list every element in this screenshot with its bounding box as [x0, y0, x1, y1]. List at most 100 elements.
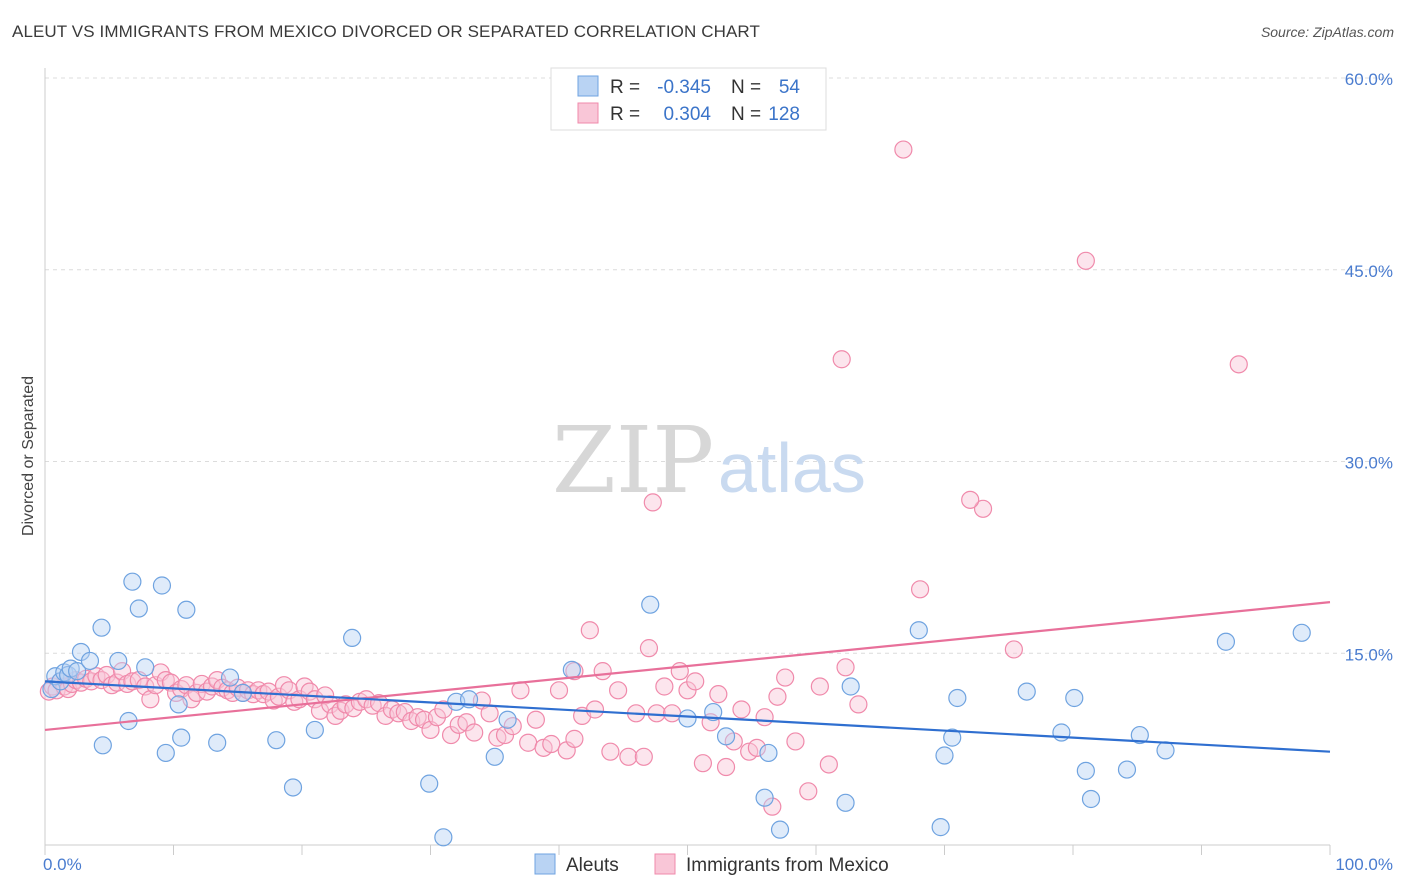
- mexico-point: [161, 673, 181, 692]
- aleut-point: [1156, 741, 1175, 760]
- bottom-legend-aleuts: Aleuts: [566, 855, 619, 876]
- aleut-point: [1076, 761, 1095, 780]
- mexico-point: [755, 708, 774, 727]
- legend-r-label-2: R =: [610, 104, 640, 125]
- aleut-point: [931, 818, 950, 837]
- grid-lines: [45, 77, 1392, 654]
- aleut-point: [498, 710, 517, 729]
- legend-n-value-2: 128: [768, 104, 800, 125]
- y-tick-label: 60.0%: [1345, 70, 1393, 89]
- aleut-point: [1052, 723, 1071, 742]
- mexico-point: [549, 681, 569, 700]
- mexico-point: [647, 704, 666, 723]
- aleut-point: [759, 743, 778, 763]
- source-credit: Source: ZipAtlas.com: [1260, 24, 1394, 40]
- aleut-point: [909, 621, 928, 640]
- aleut-point: [123, 572, 142, 591]
- aleut-point: [434, 828, 453, 847]
- aleut-point: [1117, 760, 1137, 779]
- legend-n-label-1: N =: [731, 77, 761, 98]
- aleut-point: [208, 733, 227, 752]
- legend-swatch-mexico: [577, 102, 599, 124]
- aleut-point: [177, 600, 196, 619]
- aleut-point: [836, 793, 855, 812]
- mexico-point: [799, 782, 818, 801]
- mexico-point: [643, 493, 662, 512]
- chart-title: ALEUT VS IMMIGRANTS FROM MEXICO DIVORCED…: [12, 22, 760, 41]
- y-axis-label: Divorced or Separated: [20, 376, 37, 536]
- aleut-point: [562, 660, 581, 679]
- mexico-point: [326, 706, 345, 725]
- mexico-point: [141, 690, 160, 709]
- aleut-point: [485, 747, 504, 766]
- top-legend: R = -0.345 N = 54 R = 0.304 N = 128: [550, 67, 827, 131]
- mexico-point: [716, 757, 736, 777]
- aleut-point: [1065, 688, 1084, 708]
- mexico-point: [747, 738, 766, 757]
- aleut-point: [943, 728, 962, 747]
- mexico-point: [1004, 640, 1023, 659]
- mexico-point: [849, 695, 868, 714]
- mexico-point: [441, 725, 461, 745]
- watermark-zip: ZIP: [552, 407, 714, 514]
- mexico-point: [693, 754, 713, 773]
- mexico-point: [973, 499, 993, 518]
- mexico-point: [836, 658, 855, 677]
- mexico-point: [776, 668, 795, 687]
- mexico-point: [97, 665, 116, 685]
- mexico-point: [1076, 251, 1095, 270]
- legend-n-value-1: 54: [779, 77, 801, 98]
- x-tick-label: 100.0%: [1335, 855, 1393, 874]
- aleut-point: [305, 720, 324, 740]
- aleut-point: [841, 677, 860, 696]
- y-tick-label: 30.0%: [1345, 454, 1393, 473]
- x-tick-labels: 0.0% 100.0%: [43, 855, 1393, 874]
- mexico-point: [118, 674, 137, 694]
- legend-n-label-2: N =: [731, 104, 761, 125]
- legend-r-value-2: 0.304: [663, 104, 711, 125]
- bottom-legend-mexico: Immigrants from Mexico: [686, 855, 889, 876]
- mexico-point: [686, 672, 705, 691]
- aleut-point: [152, 576, 172, 595]
- y-tick-label: 15.0%: [1345, 645, 1393, 664]
- mexico-point: [511, 681, 530, 700]
- legend-r-label-1: R =: [610, 77, 640, 98]
- aleut-point: [1292, 623, 1311, 642]
- mexico-point: [819, 755, 838, 774]
- mexico-point: [810, 677, 829, 696]
- trend-lines: [44, 601, 1331, 753]
- mexico-point: [832, 350, 851, 369]
- mexico-trend-line: [44, 601, 1331, 732]
- mexico-point: [655, 677, 674, 696]
- aleut-point: [156, 743, 175, 763]
- aleut-point: [92, 618, 111, 637]
- aleut-point: [755, 788, 774, 807]
- legend-r-value-1: -0.345: [657, 77, 711, 98]
- mexico-point: [465, 723, 484, 742]
- x-tick-label: 0.0%: [43, 855, 82, 874]
- aleut-point: [1081, 789, 1101, 809]
- aleut-point: [283, 778, 303, 797]
- mexico-point: [639, 639, 659, 658]
- mexico-point: [457, 713, 476, 732]
- y-tick-label: 45.0%: [1345, 262, 1393, 281]
- bottom-legend-swatch-mexico: [654, 853, 676, 875]
- mexico-point: [585, 700, 605, 719]
- watermark: ZIP atlas: [552, 407, 866, 514]
- aleut-point: [68, 662, 87, 681]
- aleut-point: [935, 746, 954, 765]
- bottom-legend: Aleuts Immigrants from Mexico: [534, 853, 889, 876]
- aleut-point: [172, 728, 191, 747]
- mexico-point: [601, 742, 620, 761]
- aleut-point: [704, 702, 723, 722]
- aleut-point: [169, 695, 188, 714]
- aleut-point: [80, 651, 100, 671]
- aleut-point: [93, 736, 112, 755]
- bottom-legend-swatch-aleuts: [534, 853, 556, 875]
- aleut-point: [136, 658, 155, 677]
- aleut-point: [343, 628, 362, 648]
- mexico-point: [786, 732, 805, 751]
- mexico-point: [619, 747, 638, 766]
- aleut-point: [641, 595, 660, 614]
